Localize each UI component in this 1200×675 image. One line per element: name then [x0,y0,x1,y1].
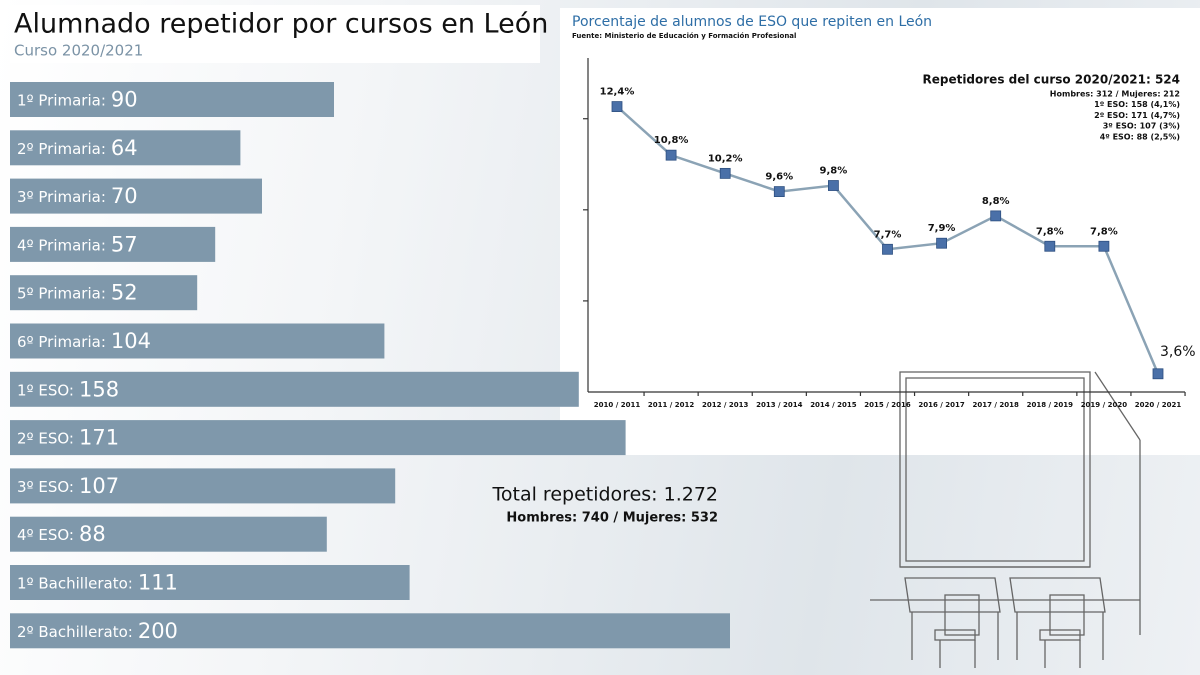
x-tick-label: 2019 / 2020 [1081,401,1128,409]
bar-label: 1º Primaria: 90 [17,88,138,112]
value-label: 10,2% [708,153,743,164]
value-label: 104 [111,329,151,353]
bar [10,275,198,311]
bar-label: 4º Primaria: 57 [17,232,138,256]
value-label: 200 [138,619,178,643]
annotation: Repetidores del curso 2020/2021: 524 [922,73,1180,87]
value-label: 7,9% [928,223,956,234]
marker [1098,240,1110,252]
category-label: 5º Primaria: [17,284,106,302]
value-label: 88 [79,522,106,546]
bar [10,178,262,214]
annotation: 2º ESO: 171 (4,7%) [1094,111,1180,120]
value-label: 7,7% [874,229,902,240]
value-label: 70 [111,184,138,208]
line-source: Fuente: Ministerio de Educación y Formac… [572,32,796,40]
value-label: 52 [111,281,138,305]
bar [10,371,579,407]
category-label: 2º ESO: [17,429,74,447]
category-label: 2º Primaria: [17,139,106,157]
x-tick-label: 2012 / 2013 [702,401,749,409]
value-label: 9,6% [765,172,793,183]
marker [1152,368,1164,380]
x-tick-label: 2014 / 2015 [810,401,857,409]
x-tick-label: 2011 / 2012 [648,401,695,409]
category-label: 1º Bachillerato: [17,574,133,592]
bar [10,130,241,166]
marker [773,186,785,198]
marker [828,180,839,191]
line-panel [560,8,1200,455]
x-tick-label: 2016 / 2017 [918,401,965,409]
marker [936,237,947,249]
annotation: Hombres: 740 / Mujeres: 532 [506,511,718,526]
x-tick-label: 2017 / 2018 [972,401,1019,409]
bar-label: 3º ESO: 107 [17,474,119,498]
marker [719,167,731,179]
bar [10,226,216,262]
chart-title: Alumnado repetidor por cursos en León [14,9,548,40]
bar [10,82,334,117]
value-label: 7,8% [1036,226,1064,237]
category-label: 2º Bachillerato: [17,622,133,640]
value-label: 171 [79,426,119,450]
bar-label: 1º ESO: 158 [17,377,119,401]
marker [665,149,677,161]
value-label: 9,8% [820,166,848,177]
value-label: 7,8% [1090,226,1118,237]
bar [10,565,410,600]
value-label: 107 [79,474,119,498]
annotation: Total repetidores: 1.272 [492,484,718,506]
value-label: 158 [79,377,119,401]
bar-label: 2º ESO: 171 [17,426,119,450]
x-tick-label: 2013 / 2014 [756,401,803,409]
category-label: 3º Primaria: [17,188,106,206]
x-tick-label: 2015 / 2016 [864,401,911,409]
classroom-drawing [870,371,1141,668]
marker [882,243,893,255]
bar-label: 1º Bachillerato: 111 [17,571,178,595]
marker [990,210,1002,222]
value-label: 12,4% [600,87,635,98]
value-label: 64 [111,136,138,160]
value-label: 111 [138,571,178,595]
value-label: 90 [111,88,138,112]
annotation: Hombres: 312 / Mujeres: 212 [1050,89,1180,98]
value-label: 10,8% [654,135,689,146]
annotation: 3º ESO: 107 (3%) [1103,122,1180,131]
category-label: 6º Primaria: [17,333,106,351]
annotation: 1º ESO: 158 (4,1%) [1094,100,1180,109]
chart-subtitle: Curso 2020/2021 [14,42,143,60]
annotation: 4º ESO: 88 (2,5%) [1100,133,1180,142]
bar [10,468,396,504]
value-label: 3,6% [1160,344,1196,360]
bar-label: 6º Primaria: 104 [17,329,151,353]
x-tick-label: 2018 / 2019 [1027,401,1074,409]
bar-label: 3º Primaria: 70 [17,184,138,208]
bar-label: 2º Primaria: 64 [17,136,138,160]
bar-label: 5º Primaria: 52 [17,281,138,305]
line-title: Porcentaje de alumnos de ESO que repiten… [572,14,932,30]
marker [1044,240,1056,252]
x-tick-label: 2010 / 2011 [594,401,641,409]
category-label: 4º Primaria: [17,236,106,254]
x-tick-label: 2020 / 2021 [1135,401,1182,409]
bar [10,420,626,456]
bar-label: 4º ESO: 88 [17,522,106,546]
bar-label: 2º Bachillerato: 200 [17,619,178,643]
value-label: 57 [111,232,138,256]
marker [611,101,623,112]
bar [10,516,327,552]
bar [10,613,730,649]
bar [10,323,385,359]
category-label: 4º ESO: [17,526,74,544]
category-label: 1º Primaria: [17,91,106,109]
category-label: 3º ESO: [17,477,74,495]
title-box [10,5,540,63]
value-label: 8,8% [982,196,1010,207]
category-label: 1º ESO: [17,381,74,399]
